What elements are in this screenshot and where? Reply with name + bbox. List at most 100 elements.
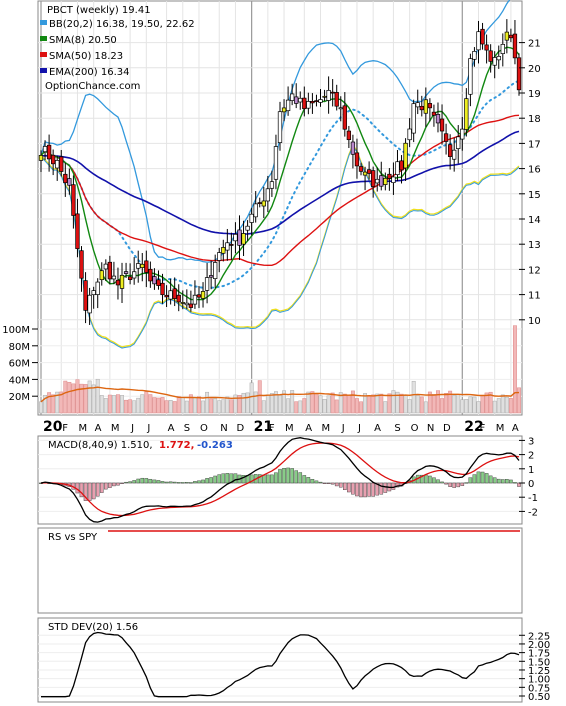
candle-body	[245, 225, 250, 231]
candle-body	[237, 229, 242, 246]
legend-ema200: EMA(200) 16.34	[49, 67, 129, 78]
candle-body	[371, 170, 376, 187]
macd-hist-bar	[371, 482, 375, 497]
macd-hist-bar	[225, 473, 230, 484]
macd-hist-bar	[197, 480, 201, 484]
volume-bar	[326, 395, 331, 414]
volume-bar	[107, 394, 112, 414]
candle-body	[176, 294, 181, 303]
volume-bar	[91, 384, 96, 414]
macd-hist-bar	[314, 480, 319, 484]
candle-body	[273, 146, 279, 180]
volume-bar	[192, 397, 197, 414]
volume-bar	[383, 401, 388, 414]
x-month-label: F	[479, 423, 485, 434]
volume-bar	[217, 400, 222, 414]
volume-bar	[273, 391, 278, 414]
volume-bar	[419, 396, 424, 414]
volume-bar	[350, 390, 355, 414]
macd-tick-label: 0	[528, 479, 534, 490]
macd-hist-bar	[326, 482, 331, 485]
candle-body	[488, 50, 493, 62]
macd-hist-bar	[278, 469, 282, 484]
stddev-panel: 0.500.751.001.251.501.752.002.25 STD DEV…	[37, 617, 550, 703]
macd-panel: -2 -1 0 1 2 3 MACD(8,40,9) 1.510, 1.772, -0.2…	[37, 435, 538, 525]
candle-body	[411, 103, 416, 134]
candle-body	[290, 93, 295, 101]
x-month-label: J	[341, 423, 345, 434]
candle-body	[192, 294, 198, 305]
macd-hist-bar	[266, 474, 270, 484]
candle-body	[431, 111, 437, 116]
candle-body	[298, 97, 303, 103]
volume-bar	[205, 391, 210, 414]
price-axis: 10 11 12 13 14 15 16 17 18 19 20 21	[519, 39, 541, 327]
candle-body	[160, 282, 165, 296]
volume-bar	[399, 393, 404, 414]
candle-body	[51, 154, 56, 165]
stddev-tick-label: 0.50	[528, 692, 550, 703]
volume-bar	[488, 391, 493, 414]
volume-bar	[180, 397, 185, 414]
candle-body	[419, 105, 424, 111]
candle-body	[127, 276, 133, 281]
x-month-label: J	[146, 423, 150, 434]
volume-bar	[310, 391, 315, 414]
candle-body	[221, 247, 226, 254]
macd-hist-bar	[193, 481, 197, 484]
candle-body	[229, 244, 234, 246]
macd-hist-bar	[172, 481, 177, 484]
legend-swatch-bb	[40, 20, 47, 25]
macd-hist-bar	[432, 477, 436, 484]
volume-bar	[375, 393, 380, 414]
macd-hist-bar	[152, 479, 157, 484]
macd-tick-label: -2	[528, 507, 538, 518]
candle-body	[443, 133, 449, 142]
candle-body	[415, 102, 420, 108]
candle-body	[480, 28, 485, 45]
stddev-tick-label: 2.00	[528, 640, 550, 651]
x-month-label: O	[200, 423, 208, 434]
macd-hist-bar	[140, 477, 145, 484]
volume-bar	[237, 395, 242, 414]
macd-hist-bar	[464, 482, 469, 484]
candle-body	[326, 90, 331, 101]
macd-hist-bar	[241, 475, 246, 484]
macd-hist-bar	[164, 481, 169, 484]
volume-bar	[355, 398, 359, 414]
macd-hist-bar	[270, 474, 274, 484]
volume-bar	[367, 395, 372, 414]
candle-body	[456, 136, 461, 149]
macd-hist-bar	[286, 467, 290, 484]
macd-hist-bar	[144, 478, 149, 484]
macd-hist-bar	[492, 477, 497, 484]
candle-body	[115, 279, 121, 286]
candle-body	[294, 96, 299, 104]
x-year-label: 22	[464, 419, 483, 435]
macd-hist-bar	[180, 482, 185, 484]
candle-body	[42, 146, 48, 153]
macd-hist-bar	[209, 477, 213, 484]
volume-bar	[448, 390, 453, 414]
volume-bar	[164, 400, 169, 414]
candle-body	[67, 178, 72, 186]
macd-hist-bar	[440, 481, 444, 484]
volume-bar	[103, 398, 108, 414]
volume-tick-label: 60M	[9, 359, 30, 370]
candle-body	[225, 242, 230, 251]
volume-bar	[415, 395, 420, 414]
volume-bar	[176, 396, 181, 414]
candle-body	[208, 275, 214, 278]
volume-bar	[269, 393, 274, 414]
volume-bar	[314, 393, 319, 414]
candle-body	[103, 263, 108, 270]
candle-body	[427, 103, 433, 109]
candle-body	[180, 302, 185, 304]
candlesticks	[38, 19, 522, 325]
macd-hist-bar	[213, 475, 217, 484]
x-month-label: M	[322, 423, 331, 434]
volume-bar	[67, 382, 72, 414]
volume-bar	[128, 399, 133, 414]
macd-hist-bar	[274, 472, 278, 484]
